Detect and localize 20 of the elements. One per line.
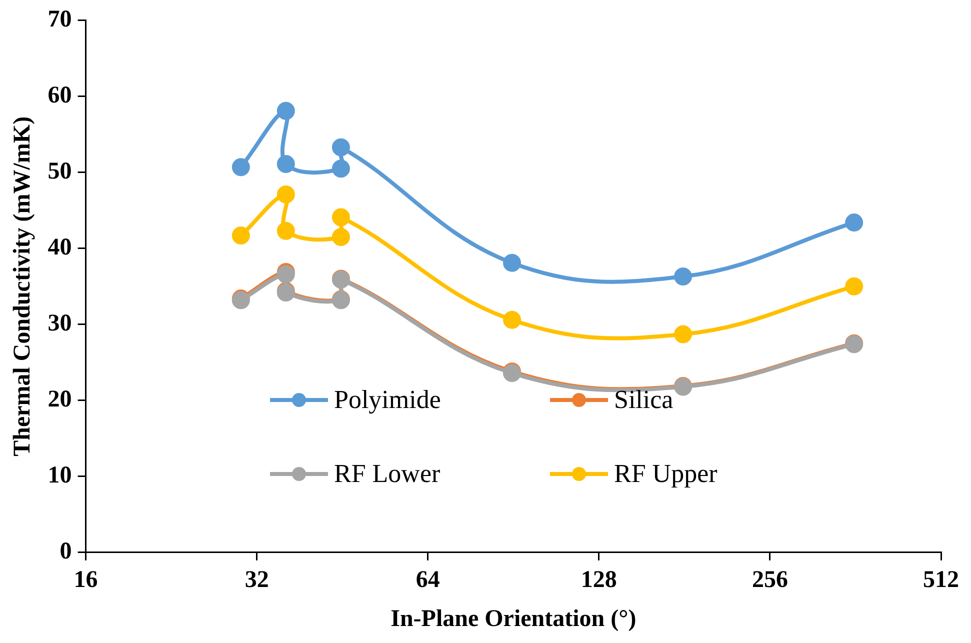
y-tick-label: 30 <box>48 310 72 337</box>
x-tick-label: 64 <box>416 567 440 594</box>
y-tick-label: 50 <box>48 158 72 185</box>
x-axis-title: In-Plane Orientation (°) <box>390 606 636 632</box>
y-tick-label: 70 <box>48 6 72 33</box>
y-tick-label: 20 <box>48 386 72 413</box>
x-tick-label: 32 <box>244 567 269 594</box>
y-tick-label: 40 <box>48 234 72 261</box>
y-tick-label: 60 <box>48 82 72 109</box>
y-tick-label: 10 <box>48 462 72 489</box>
y-tick-label: 0 <box>60 538 72 565</box>
x-tick-label: 16 <box>74 567 98 594</box>
legend-label: Polyimide <box>334 385 441 415</box>
legend-label: Silica <box>614 385 674 415</box>
y-axis-title: Thermal Conductivity (mW/mK) <box>10 116 36 456</box>
x-tick-label: 128 <box>580 567 617 594</box>
x-tick-label: 256 <box>752 567 788 594</box>
legend-label: RF Lower <box>334 459 440 489</box>
legend-label: RF Upper <box>614 459 718 489</box>
x-tick-label: 512 <box>923 567 959 594</box>
